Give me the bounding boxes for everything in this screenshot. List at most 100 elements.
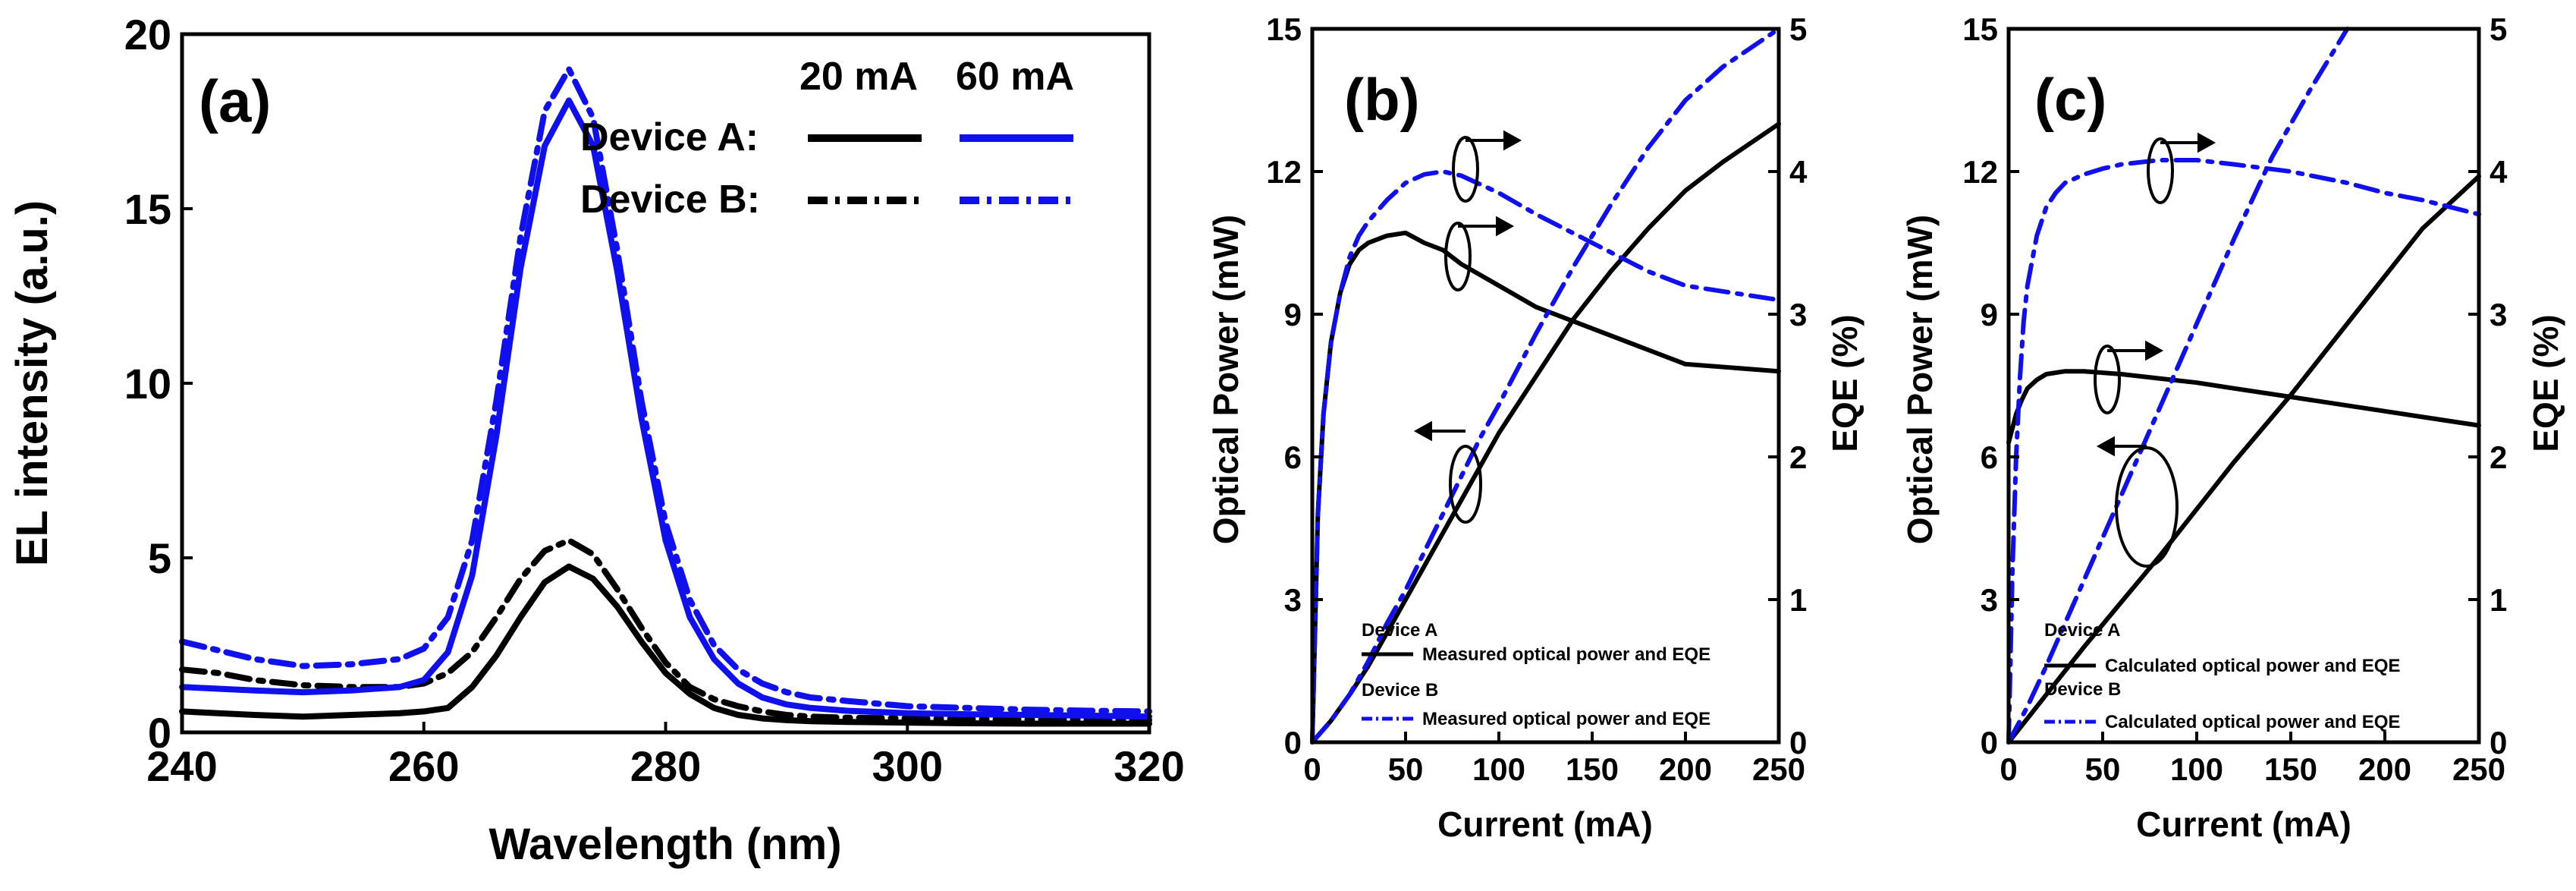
panel-c-annotations — [2094, 132, 2216, 568]
panel-b-y-tick-label: 0 — [1284, 725, 1302, 760]
legend-entry-device-b: Calculated optical power and EQE — [2105, 712, 2400, 732]
panel-c-y-axis-label: Optical Power (mW) — [1900, 215, 1940, 544]
panel-a-x-tick-label: 240 — [146, 742, 217, 790]
panel-a-x-tick-label: 320 — [1114, 742, 1184, 790]
legend-group-device-a: Device A — [2044, 620, 2121, 641]
panel-c-y-right-tick-label: 0 — [2490, 725, 2507, 760]
panel-c-y-tick-label: 3 — [1981, 582, 1998, 618]
panel-c-y-tick-label: 15 — [1962, 11, 1998, 47]
panel-c-legend: Device A Calculated optical power and EQ… — [2044, 620, 2400, 732]
panel-a-x-axis-label: Wavelength (nm) — [488, 820, 841, 869]
annotation-arrowhead-power — [2096, 436, 2115, 457]
panel-c-series-device-a-optical-power — [2006, 174, 2481, 745]
panel-b-x-tick-label: 100 — [1472, 751, 1525, 787]
panel-c-x-tick-label: 250 — [2452, 751, 2505, 787]
panel-a-y-tick-label: 10 — [124, 360, 171, 408]
legend-entry-device-a: Calculated optical power and EQE — [2105, 656, 2400, 676]
annotation-ellipse-eqe-b — [2147, 137, 2174, 204]
panel-a-x-tick-label: 280 — [630, 742, 701, 790]
panel-b-y-tick-label: 9 — [1284, 297, 1302, 332]
legend-column-60ma: 60 mA — [956, 55, 1074, 99]
annotation-arrowhead-power — [1413, 420, 1432, 442]
panel-a-series-device-a-60-ma — [179, 97, 1152, 720]
panel-c-series — [2006, 27, 2481, 745]
panel-b-series-device-a-eqe — [1310, 230, 1781, 745]
panel-b-x-tick-label: 250 — [1752, 751, 1805, 787]
panel-a-x-tick-label: 260 — [388, 742, 459, 790]
panel-c-plot-frame — [2006, 27, 2481, 745]
panel-c-y-tick-label: 6 — [1981, 439, 1998, 475]
panel-a-y-tick-label: 5 — [148, 534, 171, 582]
legend-group-device-a: Device A — [1362, 620, 1438, 641]
annotation-ellipse-power — [2115, 446, 2179, 568]
panel-b-y-right-tick-label: 0 — [1789, 725, 1807, 760]
panel-c-x-axis-label: Current (mA) — [2136, 804, 2351, 844]
panel-c-x-tick-label: 150 — [2264, 751, 2317, 787]
panel-a-label: (a) — [199, 68, 271, 134]
panel-c-x-tick-label: 0 — [2000, 751, 2017, 787]
annotation-arrowhead-eqe-a — [2145, 340, 2164, 361]
annotation-arrowhead-eqe-b — [1503, 130, 1522, 151]
panel-b-y-right-tick-label: 2 — [1789, 439, 1807, 475]
panel-a-legend: 20 mA 60 mA Device A: Device B: — [580, 55, 1074, 222]
panel-b-x-tick-label: 200 — [1659, 751, 1712, 787]
panel-c-y-tick-label: 0 — [1981, 725, 1998, 760]
panel-c-y-right-tick-label: 1 — [2490, 582, 2507, 618]
panel-a-x-tick-label: 300 — [872, 742, 943, 790]
panel-a-plot-frame — [180, 32, 1151, 735]
legend-entry-device-b: Measured optical power and EQE — [1422, 709, 1711, 729]
legend-entry-device-a: Measured optical power and EQE — [1422, 644, 1711, 665]
panel-b-series-device-a-optical-power — [1310, 121, 1781, 745]
panel-b-label: (b) — [1344, 66, 1420, 133]
legend-row-device-b: Device B: — [580, 178, 760, 222]
panel-c-x-tick-label: 50 — [2085, 751, 2121, 787]
panel-b-y-right-tick-label: 5 — [1789, 11, 1807, 47]
panel-c-label: (c) — [2034, 66, 2106, 133]
panel-c-y-tick-label: 12 — [1962, 154, 1998, 190]
legend-column-20ma: 20 mA — [800, 55, 918, 99]
legend-row-device-a: Device A: — [580, 115, 759, 159]
panel-b-x-tick-label: 50 — [1388, 751, 1424, 787]
panel-a-y-tick-label: 15 — [124, 185, 171, 233]
panel-b-x-axis-label: Current (mA) — [1437, 804, 1653, 844]
legend-group-device-b: Device B — [1362, 680, 1438, 701]
panel-a-series-device-b-60-ma — [179, 66, 1152, 715]
panel-b-y-right-tick-label: 4 — [1789, 154, 1808, 190]
panel-c-y-tick-label: 9 — [1981, 297, 1998, 332]
panel-b-y-tick-label: 12 — [1266, 154, 1302, 190]
panel-a-y-axis-label: EL intensity (a.u.) — [8, 200, 57, 566]
panel-b-series — [1310, 27, 1781, 745]
panel-a: 240 260 280 300 320 0 5 10 15 20 (a) Wavelength (… — [8, 11, 1185, 869]
panel-b-series-device-b-eqe — [1310, 169, 1781, 745]
legend-group-device-b: Device B — [2044, 679, 2121, 700]
panel-c-x-tick-label: 100 — [2170, 751, 2223, 787]
annotation-ellipse-eqe-a — [1444, 222, 1472, 291]
panel-b-y-right-tick-label: 3 — [1789, 297, 1807, 332]
panel-c-series-device-b-eqe — [2006, 158, 2481, 745]
panel-b-y-tick-label: 3 — [1284, 582, 1302, 618]
panel-b-plot-frame — [1310, 27, 1781, 745]
panel-b-y-tick-label: 6 — [1284, 439, 1302, 475]
annotation-arrowhead-eqe-b — [2197, 132, 2216, 153]
panel-c-series-device-a-eqe — [2006, 369, 2481, 446]
panel-b-legend: Device A Measured optical power and EQE … — [1362, 620, 1711, 729]
annotation-ellipse-eqe-b — [1452, 136, 1479, 203]
panel-a-series — [179, 66, 1152, 727]
panel-c-y-right-tick-label: 3 — [2490, 297, 2507, 332]
annotation-arrowhead-eqe-a — [1496, 216, 1515, 237]
panel-a-y-tick-label: 0 — [148, 709, 171, 757]
panel-b-x-tick-label: 0 — [1303, 751, 1321, 787]
panel-c-series-device-b-optical-power — [2006, 27, 2350, 745]
panel-b-annotations — [1413, 130, 1522, 524]
panel-b-y-axis-label: Optical Power (mW) — [1206, 215, 1246, 544]
panel-a-series-device-a-20-ma — [179, 563, 1152, 727]
annotation-ellipse-eqe-a — [2094, 345, 2121, 414]
panel-c-y-right-tick-label: 5 — [2490, 11, 2507, 47]
panel-c-y-right-tick-label: 2 — [2490, 439, 2507, 475]
panel-b-y-right-tick-label: 1 — [1789, 582, 1807, 618]
panel-b-y-tick-label: 15 — [1266, 11, 1302, 47]
panel-b-y-right-axis-label: EQE (%) — [1825, 314, 1864, 452]
